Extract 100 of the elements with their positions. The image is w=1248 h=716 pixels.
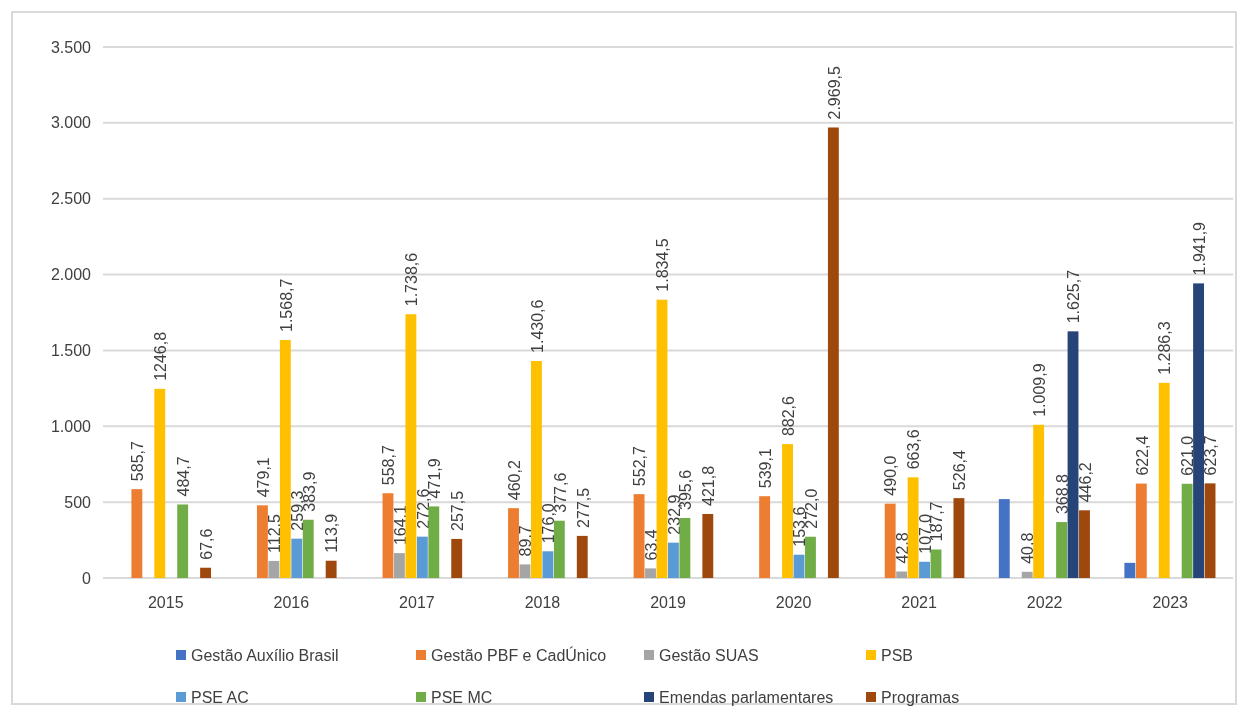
data-label: 42,8 xyxy=(893,532,911,564)
bar xyxy=(1193,283,1205,578)
bar xyxy=(154,388,166,578)
bar xyxy=(1067,331,1079,578)
bar xyxy=(998,499,1010,578)
x-tick-label: 2022 xyxy=(1026,594,1063,611)
bar xyxy=(907,477,919,578)
data-label: 490,0 xyxy=(882,455,900,496)
legend-label: Gestão PBF e CadÚnico xyxy=(431,645,607,664)
bar xyxy=(1124,562,1136,578)
bar xyxy=(393,553,405,578)
legend-label: Gestão Auxílio Brasil xyxy=(191,646,339,664)
data-label: 421,8 xyxy=(700,465,718,507)
bar xyxy=(542,551,554,578)
legend-label: Emendas parlamentares xyxy=(659,688,834,706)
legend-label: Gestão SUAS xyxy=(659,646,759,664)
data-label: 484,7 xyxy=(174,456,192,497)
data-label: 663,6 xyxy=(905,429,923,470)
y-tick-label: 1.000 xyxy=(50,417,92,435)
bar xyxy=(805,536,816,578)
bar xyxy=(668,542,679,578)
data-label: 164,1 xyxy=(391,504,409,546)
data-label: 585,7 xyxy=(129,441,147,482)
data-label: 882,6 xyxy=(779,395,797,437)
y-tick-label: 2.000 xyxy=(50,266,92,284)
y-tick-label: 500 xyxy=(64,493,92,511)
bar xyxy=(200,567,212,578)
data-label: 1.625,7 xyxy=(1065,269,1083,324)
bar xyxy=(782,444,793,578)
legend-label: PSB xyxy=(881,646,914,664)
data-label: 479,1 xyxy=(254,457,272,498)
bar xyxy=(793,554,805,578)
data-label: 257,5 xyxy=(448,490,466,531)
y-tick-label: 3.500 xyxy=(50,38,92,56)
x-tick-label: 2017 xyxy=(399,594,435,611)
data-label: 526,4 xyxy=(951,450,969,491)
bar xyxy=(1204,483,1216,578)
data-label: 558,7 xyxy=(380,445,398,486)
x-tick-label: 2018 xyxy=(524,594,561,611)
bar xyxy=(576,535,588,578)
data-label: 1.834,5 xyxy=(654,238,672,292)
data-label: 1.941,9 xyxy=(1190,221,1208,276)
bar xyxy=(325,560,337,578)
bar xyxy=(759,496,771,578)
legend-label: PSE AC xyxy=(191,688,249,706)
bar xyxy=(633,494,645,578)
data-label: 89,7 xyxy=(517,525,535,557)
data-label: 622,4 xyxy=(1133,435,1151,476)
data-label: 368,8 xyxy=(1053,473,1071,515)
x-tick-label: 2016 xyxy=(273,594,310,611)
bar xyxy=(1181,483,1193,578)
bar xyxy=(279,340,291,578)
x-tick-label: 2015 xyxy=(147,594,184,611)
data-label: 277,5 xyxy=(574,487,592,528)
x-tick-label: 2021 xyxy=(901,594,938,611)
bar xyxy=(256,505,268,578)
y-tick-label: 3.000 xyxy=(50,114,92,132)
data-label: 1.286,3 xyxy=(1156,321,1174,375)
legend-label: PSE MC xyxy=(431,688,493,706)
data-label: 63,4 xyxy=(642,529,660,561)
data-label: 1.430,6 xyxy=(528,299,546,353)
data-label: 621,0 xyxy=(1179,435,1197,476)
bar xyxy=(1021,571,1033,578)
legend-label: Programas xyxy=(881,688,960,706)
bar xyxy=(268,560,280,578)
data-label: 67,6 xyxy=(197,528,215,560)
bar xyxy=(177,504,189,578)
x-tick-label: 2019 xyxy=(650,594,686,611)
x-tick-label: 2020 xyxy=(775,594,812,611)
data-label: 460,2 xyxy=(505,460,523,501)
bar xyxy=(416,536,428,578)
bar xyxy=(896,571,908,578)
bar xyxy=(405,314,417,578)
bar xyxy=(519,564,531,578)
bar xyxy=(645,568,656,578)
data-label: 112,5 xyxy=(266,513,284,553)
bar xyxy=(953,498,965,578)
data-label: 2.969,5 xyxy=(825,66,843,120)
data-label: 113,9 xyxy=(323,513,341,553)
bar xyxy=(1135,483,1147,578)
bar xyxy=(884,503,896,578)
data-label: 1.009,9 xyxy=(1030,363,1048,417)
bar xyxy=(291,538,303,578)
bar xyxy=(1056,522,1067,578)
bar xyxy=(382,493,394,578)
bar xyxy=(1033,424,1045,578)
bar xyxy=(451,538,463,578)
x-tick-label: 2023 xyxy=(1152,594,1189,611)
bar xyxy=(919,561,930,578)
bar xyxy=(530,360,542,578)
y-tick-label: 1.500 xyxy=(50,342,92,360)
bar xyxy=(702,514,714,578)
data-label: 40,8 xyxy=(1019,532,1037,564)
data-label: 1.738,6 xyxy=(403,252,421,307)
data-label: 1.568,7 xyxy=(277,278,295,333)
bar xyxy=(1158,382,1170,578)
y-tick-label: 2.500 xyxy=(50,190,92,208)
y-tick-label: 0 xyxy=(82,569,92,587)
bar xyxy=(131,489,143,578)
data-label: 552,7 xyxy=(631,446,649,487)
